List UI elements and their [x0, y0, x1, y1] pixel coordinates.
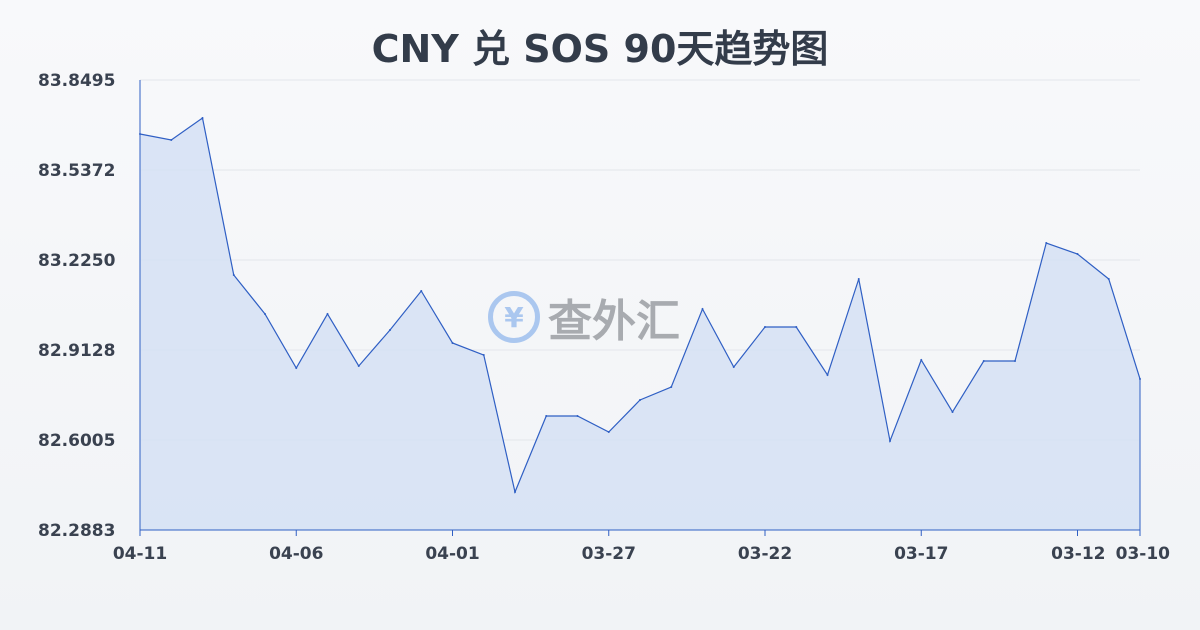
data-point — [1014, 360, 1016, 363]
data-point — [670, 386, 673, 389]
yuan-exchange-icon: ¥ — [488, 291, 540, 343]
x-tick-label: 03-22 — [738, 544, 792, 564]
data-point — [1107, 278, 1110, 281]
x-tick-label: 03-27 — [582, 544, 636, 564]
data-point — [264, 312, 266, 315]
x-tick-label: 03-17 — [894, 544, 948, 564]
y-tick-label: 82.2883 — [38, 521, 115, 541]
data-point — [451, 341, 454, 344]
y-tick-label: 82.9128 — [38, 341, 115, 361]
x-tick-label: 03-10 — [1116, 544, 1171, 564]
watermark-logo: ¥ 查外汇 — [488, 285, 680, 349]
x-tick-label: 04-11 — [113, 544, 167, 564]
data-point — [982, 360, 985, 363]
data-point — [1076, 253, 1079, 256]
data-point — [576, 415, 579, 418]
data-point — [607, 430, 610, 433]
data-point — [420, 289, 423, 292]
data-point — [857, 278, 860, 281]
data-point — [545, 415, 548, 418]
data-point — [826, 373, 829, 376]
x-tick-label: 03-12 — [1051, 544, 1105, 564]
data-point — [951, 410, 954, 413]
data-point — [1045, 241, 1048, 244]
x-tick-label: 04-06 — [269, 544, 323, 564]
y-tick-label: 83.8495 — [38, 71, 115, 91]
data-point — [326, 312, 329, 315]
y-tick-label: 83.5372 — [38, 161, 115, 181]
data-point — [639, 399, 641, 402]
watermark-text: 查外汇 — [548, 296, 680, 347]
data-point — [889, 439, 891, 442]
data-point — [764, 325, 766, 328]
data-point — [701, 308, 704, 311]
data-point — [795, 325, 798, 328]
data-point — [170, 139, 173, 142]
x-tick-label: 04-01 — [425, 544, 479, 564]
data-point — [357, 364, 360, 367]
data-point — [389, 328, 391, 331]
data-point — [295, 367, 298, 370]
data-point — [232, 273, 235, 276]
area-fill — [140, 117, 1140, 531]
data-point — [482, 354, 485, 357]
data-point — [920, 358, 923, 361]
data-point — [514, 490, 516, 493]
data-point — [201, 116, 204, 119]
data-point — [732, 366, 735, 369]
y-tick-label: 82.6005 — [38, 431, 115, 451]
chart-title: CNY 兑 SOS 90天趋势图 — [371, 27, 829, 71]
y-tick-label: 83.2250 — [38, 251, 116, 271]
